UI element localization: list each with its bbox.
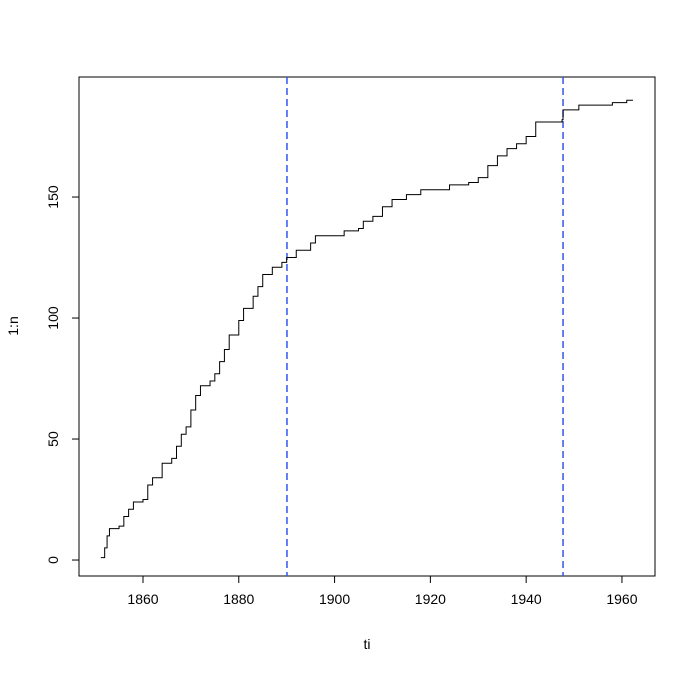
y-axis-label: 1:n (5, 316, 21, 335)
y-tick-label: 0 (45, 556, 61, 564)
y-tick-label: 100 (45, 306, 61, 330)
y-tick-label: 150 (45, 185, 61, 209)
x-axis-label: ti (364, 636, 371, 652)
x-tick-label: 1880 (223, 591, 254, 607)
data-line (100, 99, 633, 559)
y-tick-label: 50 (45, 431, 61, 447)
x-tick-label: 1900 (319, 591, 350, 607)
x-tick-label: 1940 (511, 591, 542, 607)
x-tick-label: 1860 (127, 591, 158, 607)
plot-frame (78, 76, 656, 577)
x-tick-label: 1960 (606, 591, 637, 607)
x-tick-label: 1920 (415, 591, 446, 607)
